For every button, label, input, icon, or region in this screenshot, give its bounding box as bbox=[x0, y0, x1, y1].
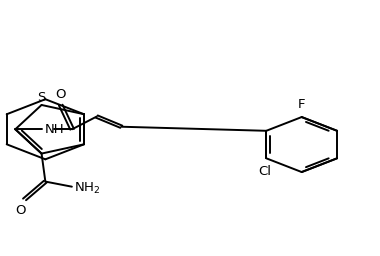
Text: Cl: Cl bbox=[258, 165, 271, 178]
Text: O: O bbox=[16, 204, 26, 217]
Text: NH: NH bbox=[44, 123, 64, 136]
Text: F: F bbox=[298, 99, 306, 111]
Text: NH$_2$: NH$_2$ bbox=[74, 180, 100, 196]
Text: S: S bbox=[37, 91, 46, 104]
Text: O: O bbox=[55, 88, 66, 101]
